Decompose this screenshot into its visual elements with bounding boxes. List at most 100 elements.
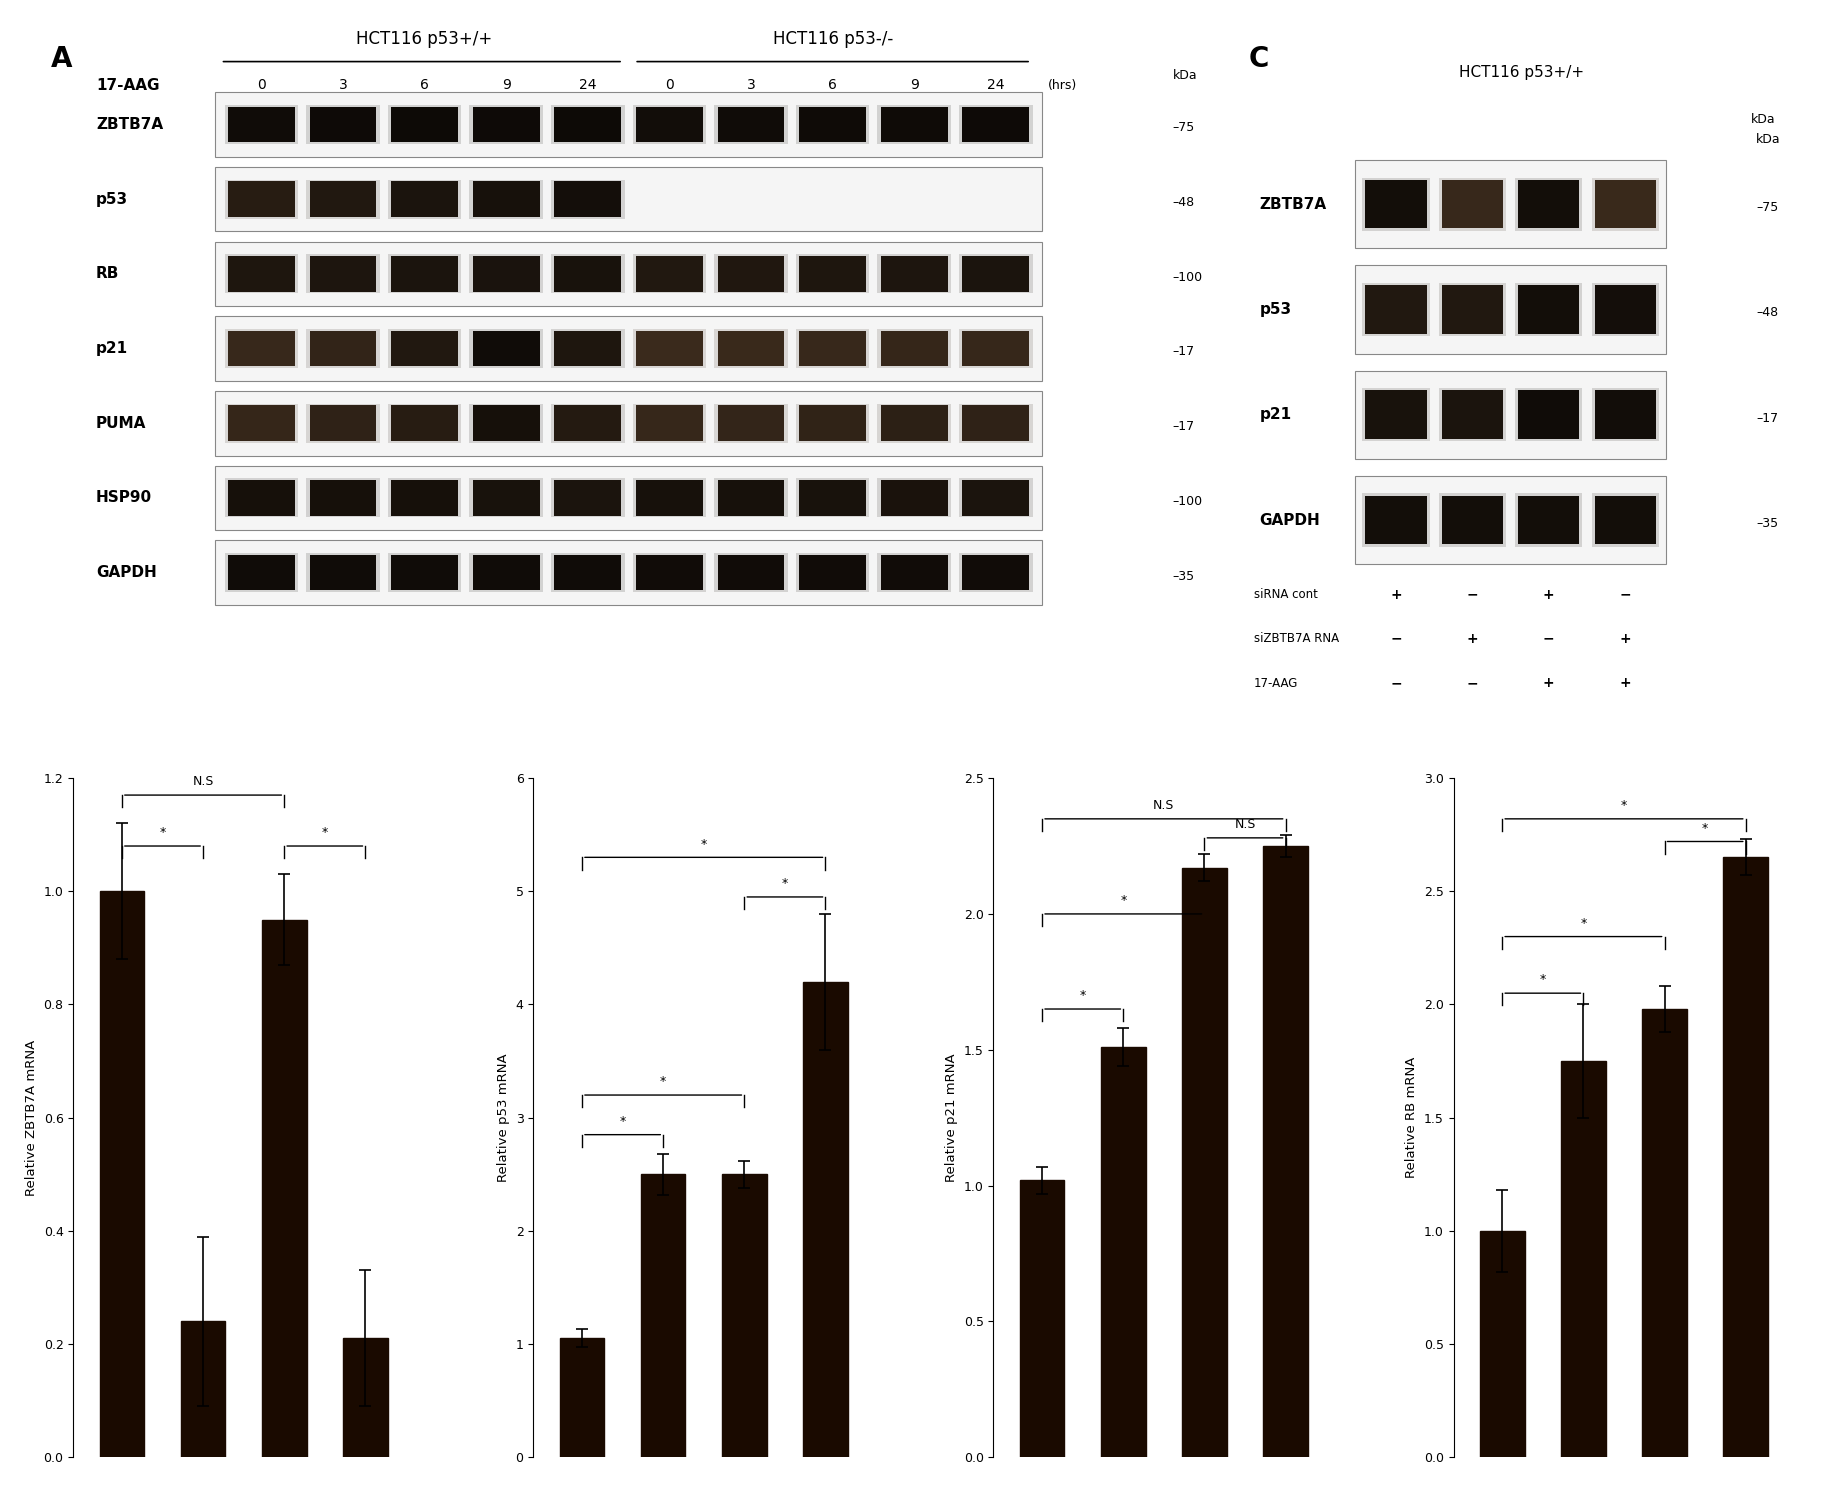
Bar	[1444, 287, 1499, 332]
Bar	[309, 256, 377, 291]
Bar	[558, 109, 617, 140]
Bar	[551, 106, 624, 144]
Bar	[798, 330, 866, 366]
Bar	[472, 107, 540, 143]
Bar	[306, 106, 379, 144]
Text: p21: p21	[95, 341, 128, 355]
Bar	[877, 404, 950, 443]
Bar	[225, 404, 298, 443]
Bar	[560, 1338, 604, 1457]
Bar	[877, 553, 950, 592]
Text: −: −	[1466, 677, 1477, 690]
Bar	[1440, 180, 1502, 229]
Bar	[551, 404, 624, 443]
Bar	[1354, 476, 1665, 564]
Bar	[884, 257, 944, 290]
Bar	[1590, 283, 1658, 336]
Bar	[959, 329, 1032, 369]
Bar	[225, 106, 298, 144]
Bar	[639, 109, 699, 140]
Bar	[392, 555, 458, 590]
Text: p53: p53	[1259, 302, 1290, 317]
Bar	[1444, 393, 1499, 437]
Bar	[388, 180, 461, 219]
Bar	[884, 333, 944, 364]
Bar	[309, 406, 377, 442]
Text: –75: –75	[1171, 122, 1195, 134]
Bar	[802, 333, 862, 364]
Bar	[225, 479, 298, 517]
Text: 24: 24	[578, 79, 597, 92]
Bar	[802, 257, 862, 290]
Bar	[214, 92, 1041, 156]
Bar	[798, 555, 866, 590]
Text: 0: 0	[256, 79, 265, 92]
Bar	[1440, 391, 1502, 439]
Bar	[392, 406, 458, 442]
Text: –48: –48	[1755, 306, 1777, 320]
Text: –17: –17	[1755, 412, 1777, 425]
Bar	[1642, 1010, 1685, 1457]
Bar	[639, 556, 699, 589]
Text: +: +	[1618, 632, 1631, 645]
Bar	[880, 256, 948, 291]
Bar	[1354, 161, 1665, 248]
Bar	[225, 553, 298, 592]
Bar	[1517, 495, 1579, 544]
Text: 9: 9	[501, 79, 511, 92]
Bar	[392, 107, 458, 143]
Text: −: −	[1466, 587, 1477, 602]
Bar	[306, 479, 379, 517]
Bar	[1438, 177, 1506, 230]
Text: –75: –75	[1755, 201, 1777, 214]
Bar	[472, 406, 540, 442]
Bar	[554, 107, 620, 143]
Bar	[1362, 177, 1429, 230]
Bar	[633, 404, 706, 443]
Bar	[393, 183, 454, 216]
Text: –100: –100	[1171, 495, 1202, 509]
Bar	[309, 555, 377, 590]
Bar	[1182, 868, 1226, 1457]
Bar	[1354, 265, 1665, 354]
Bar	[1362, 388, 1429, 442]
Bar	[639, 257, 699, 290]
Text: N.S: N.S	[1233, 818, 1255, 831]
Bar	[214, 391, 1041, 455]
Bar	[468, 254, 544, 293]
Bar	[796, 404, 869, 443]
Bar	[476, 482, 536, 515]
Bar	[1598, 393, 1652, 437]
Bar	[721, 333, 781, 364]
Bar	[959, 479, 1032, 517]
Bar	[306, 404, 379, 443]
Bar	[963, 480, 1028, 516]
Text: –17: –17	[1171, 421, 1195, 433]
Text: +: +	[1543, 677, 1554, 690]
Bar	[306, 553, 379, 592]
Text: C: C	[1248, 45, 1268, 73]
Bar	[313, 109, 373, 140]
Bar	[554, 256, 620, 291]
Bar	[721, 482, 781, 515]
Bar	[476, 109, 536, 140]
Bar	[227, 107, 295, 143]
Bar	[884, 407, 944, 439]
Bar	[392, 181, 458, 217]
Bar	[1590, 177, 1658, 230]
Text: *: *	[1579, 917, 1585, 929]
Bar	[231, 333, 291, 364]
Bar	[1354, 370, 1665, 459]
Text: HCT116 p53+/+: HCT116 p53+/+	[1459, 65, 1583, 80]
Bar	[472, 555, 540, 590]
Text: +: +	[1618, 677, 1631, 690]
Bar	[225, 254, 298, 293]
Bar	[476, 407, 536, 439]
Bar	[1440, 286, 1502, 333]
Text: +: +	[1389, 587, 1402, 602]
Text: HCT116 p53-/-: HCT116 p53-/-	[772, 30, 893, 48]
Bar	[796, 329, 869, 369]
Bar	[802, 482, 862, 515]
Bar	[877, 106, 950, 144]
Bar	[717, 107, 783, 143]
